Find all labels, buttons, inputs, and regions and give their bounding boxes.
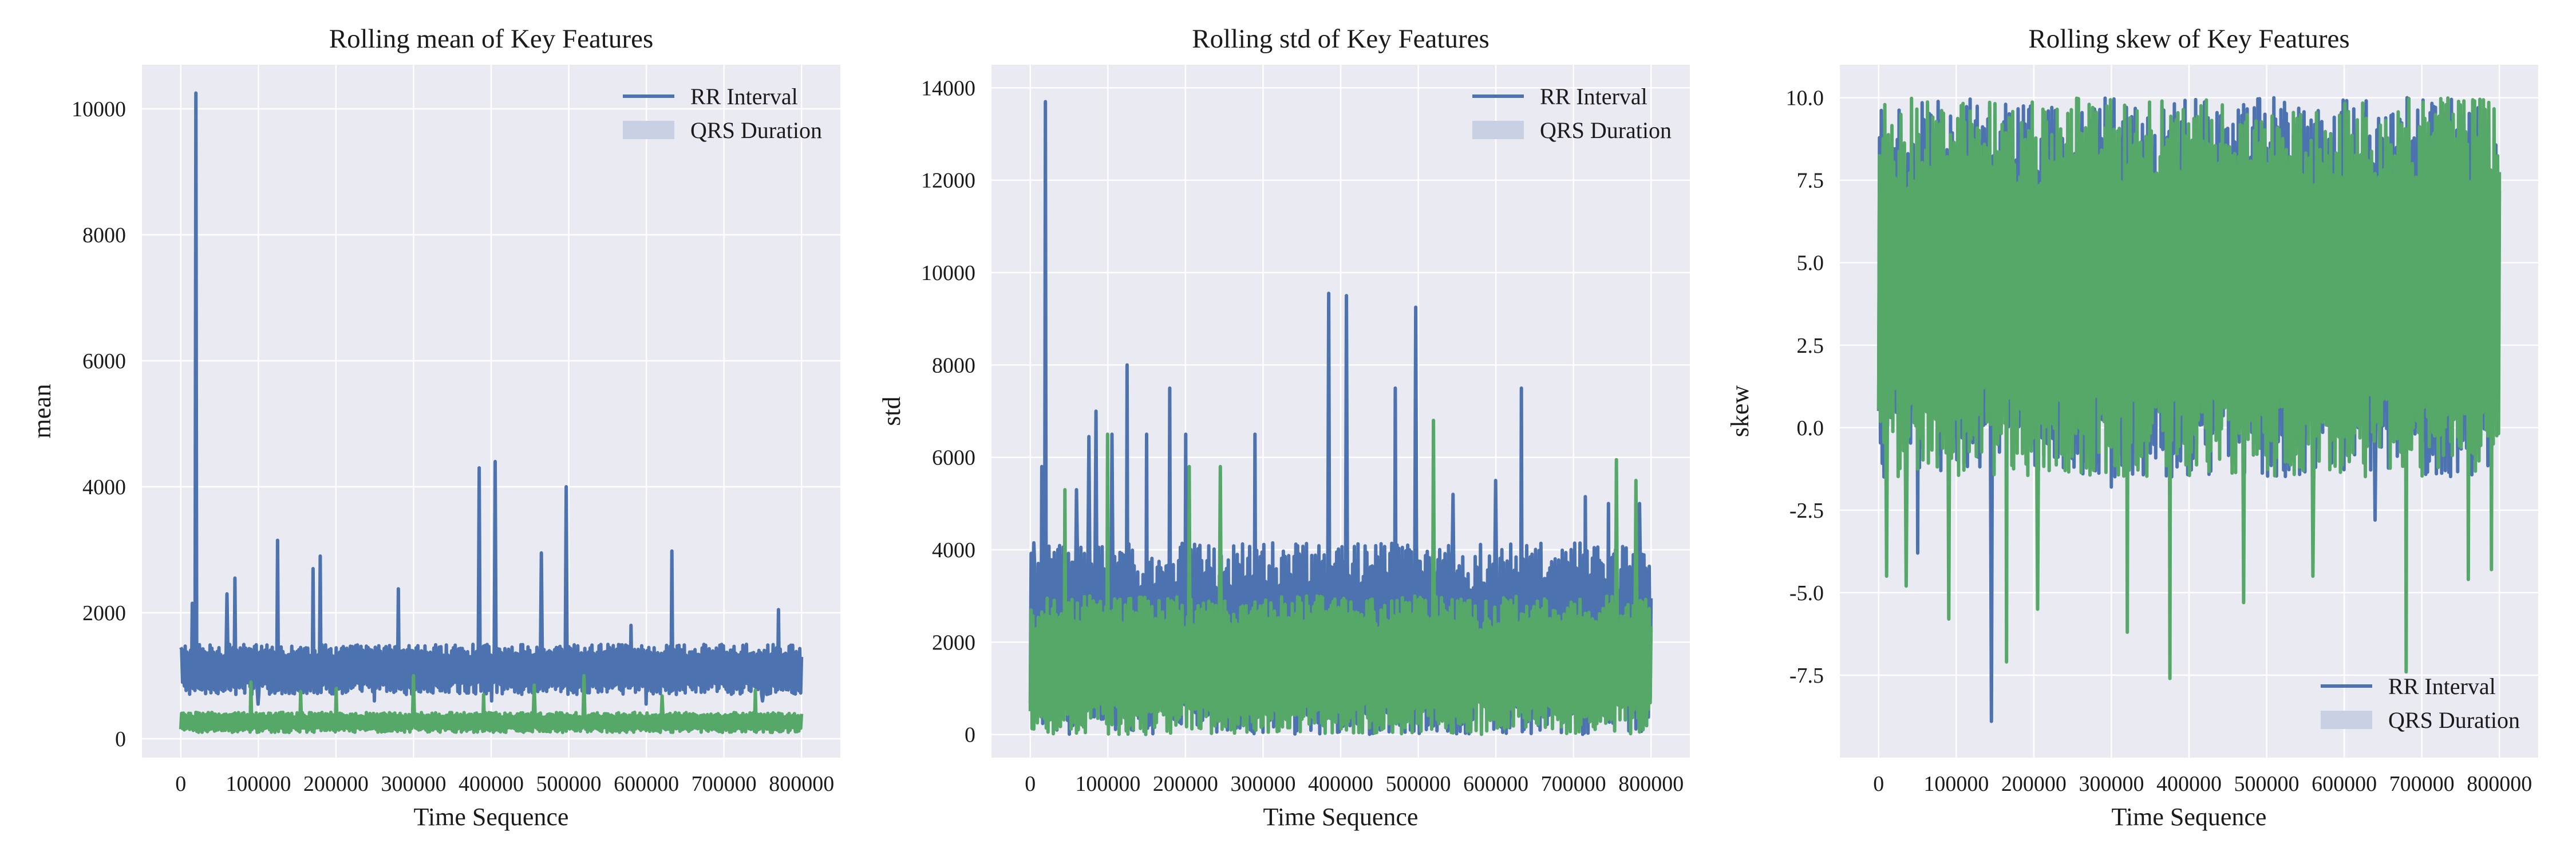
panel-rolling-mean: 0 100000 200000 300000 400000 500000 600000 700… [28,24,840,831]
x-tick-labels: 0 100000 200000 300000 400000 500000 600000 700… [1025,772,1684,796]
series-qrs-duration-line [1028,419,1653,736]
x-tick-label: 600000 [2312,772,2377,796]
series-qrs-duration-line [1876,96,2502,680]
panel-rolling-skew: 0 100000 200000 300000 400000 500000 600000 700… [1726,24,2538,831]
x-tick-label: 500000 [1386,772,1451,796]
x-tick-label: 300000 [1230,772,1295,796]
series-rr-interval-line [179,91,804,706]
x-tick-label: 100000 [226,772,291,796]
y-tick-label: 8000 [932,353,975,377]
legend: RR Interval QRS Duration [623,84,822,143]
y-tick-label: -5.0 [1789,581,1824,605]
y-tick-label: 2000 [82,601,126,625]
y-tick-label: 7.5 [1797,169,1824,193]
legend-qrs-label: QRS Duration [1540,117,1672,143]
series-lines [1028,100,1653,736]
x-tick-label: 500000 [2234,772,2300,796]
y-tick-label: 5.0 [1797,251,1824,275]
x-tick-label: 0 [1873,772,1884,796]
x-tick-labels: 0 100000 200000 300000 400000 500000 600000 700… [175,772,834,796]
x-tick-label: 800000 [1618,772,1684,796]
x-tick-label: 800000 [769,772,834,796]
y-tick-label: 2.5 [1797,334,1824,358]
y-tick-label: 8000 [82,223,126,247]
x-tick-label: 200000 [1153,772,1218,796]
y-tick-label: 0.0 [1797,416,1824,440]
x-tick-label: 100000 [1075,772,1140,796]
y-tick-label: 0 [115,727,126,751]
chart-title: Rolling skew of Key Features [2028,24,2349,54]
x-tick-label: 400000 [2156,772,2222,796]
x-tick-label: 400000 [459,772,524,796]
legend-rr-label: RR Interval [690,84,798,109]
x-tick-label: 700000 [1541,772,1606,796]
y-tick-label: 10000 [72,97,126,121]
x-tick-label: 500000 [536,772,602,796]
y-tick-label: 2000 [932,631,975,655]
x-tick-label: 0 [1025,772,1036,796]
chart-title: Rolling std of Key Features [1192,24,1490,54]
x-tick-label: 200000 [303,772,369,796]
x-axis-label: Time Sequence [2112,803,2267,831]
y-tick-label: 6000 [932,446,975,470]
y-tick-label: -7.5 [1789,664,1824,688]
y-tick-label: 10.0 [1786,86,1824,111]
x-tick-label: 300000 [2079,772,2144,796]
x-tick-label: 700000 [2389,772,2455,796]
y-tick-label: 0 [965,723,975,747]
y-tick-label: 6000 [82,349,126,373]
chart-title: Rolling mean of Key Features [329,24,653,54]
y-axis-label: std [878,396,906,425]
x-axis-label: Time Sequence [1263,803,1419,831]
x-tick-label: 700000 [692,772,757,796]
y-tick-labels: -7.5 -5.0 -2.5 0.0 2.5 5.0 7.5 10.0 [1786,86,1824,688]
legend: RR Interval QRS Duration [2321,673,2520,733]
series-qrs-duration-line [179,674,804,734]
legend-qrs-patch [2321,711,2372,729]
legend: RR Interval QRS Duration [1472,84,1672,143]
y-axis-label: mean [28,384,56,438]
y-tick-label: -2.5 [1789,499,1824,523]
x-tick-label: 600000 [614,772,679,796]
legend-qrs-patch [1472,121,1524,139]
y-tick-labels: 0 2000 4000 6000 8000 10000 12000 14000 [921,76,975,747]
y-tick-label: 4000 [82,475,126,499]
series-lines [179,91,804,734]
x-axis-label: Time Sequence [414,803,569,831]
y-axis-label: skew [1726,385,1754,438]
x-tick-labels: 0 100000 200000 300000 400000 500000 600000 700… [1873,772,2532,796]
legend-rr-label: RR Interval [2388,673,2496,699]
gridlines [142,65,840,758]
legend-qrs-label: QRS Duration [690,117,822,143]
x-tick-label: 800000 [2467,772,2532,796]
series-lines [1876,96,2502,723]
x-tick-label: 300000 [381,772,446,796]
y-tick-label: 4000 [932,538,975,562]
y-tick-label: 10000 [921,261,975,285]
x-tick-label: 400000 [1308,772,1373,796]
x-tick-label: 200000 [2001,772,2067,796]
y-tick-label: 12000 [921,169,975,193]
legend-qrs-patch [623,121,674,139]
legend-qrs-label: QRS Duration [2388,707,2520,733]
x-tick-label: 0 [175,772,186,796]
panel-rolling-std: 0 100000 200000 300000 400000 500000 600000 700… [878,24,1690,831]
y-tick-labels: 0 2000 4000 6000 8000 10000 [72,97,126,751]
y-tick-label: 14000 [921,76,975,100]
legend-rr-label: RR Interval [1540,84,1647,109]
x-tick-label: 600000 [1463,772,1528,796]
x-tick-label: 100000 [1923,772,1989,796]
